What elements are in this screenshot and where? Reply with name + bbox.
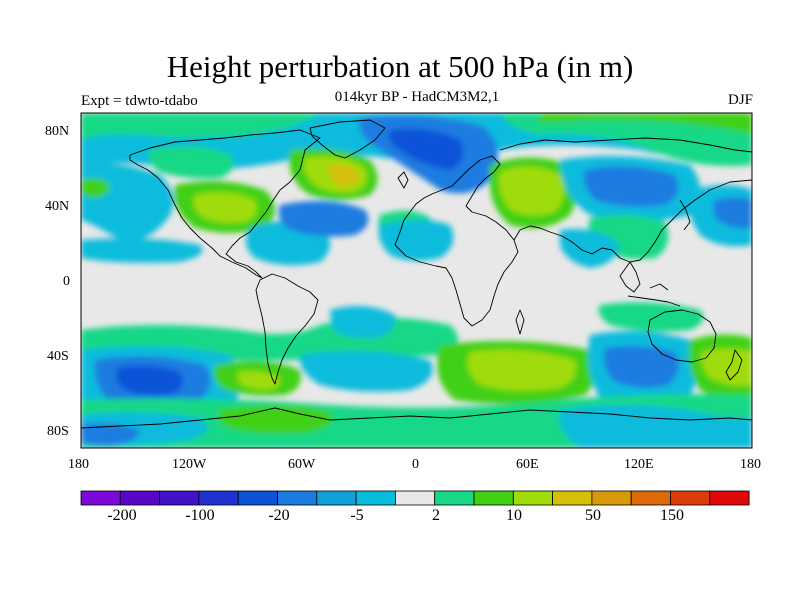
lat-tick-40s: 40S [47, 349, 69, 364]
lon-tick-60e: 60E [516, 457, 539, 472]
contour-cyan-pacific-eq [81, 238, 203, 263]
colorbar-label: 10 [506, 507, 522, 524]
contour-cyan-india [560, 229, 620, 268]
colorbar-swatch [355, 490, 396, 506]
lon-tick-180e: 180 [740, 457, 761, 472]
coast-antarctica [81, 407, 752, 429]
colorbar-swatch [159, 490, 200, 506]
height-field [81, 113, 752, 448]
contour-gold-greenland [328, 164, 360, 187]
contour-cyan-antarctic-e [559, 405, 752, 448]
contour-blue-antarctic-w [81, 423, 140, 446]
colorbar-swatch [316, 490, 357, 506]
coast-greenland [309, 119, 386, 159]
coast-indochina [619, 261, 641, 293]
colorbar-label: 2 [432, 507, 440, 524]
contour-green-arctic-lime [540, 113, 752, 135]
experiment-label: Expt = tdwto-tdabo [81, 93, 198, 109]
colorbar-swatch [198, 490, 239, 506]
colorbar-swatch [119, 490, 161, 506]
colorbar-label: 150 [660, 507, 684, 524]
colorbar-swatch [512, 490, 553, 506]
colorbar-label: 50 [585, 507, 601, 524]
colorbar-swatch [394, 490, 436, 506]
colorbar-label: -5 [350, 507, 364, 524]
contour-green-arctic-w [81, 113, 320, 140]
coast-new-zealand [725, 349, 743, 381]
contour-green-pacific-n [81, 178, 110, 198]
colorbar-swatch [277, 490, 318, 506]
colorbar [80, 490, 750, 506]
map-frame [80, 112, 753, 449]
contour-lime-namerica [193, 192, 258, 224]
contour-blue-s-indian-e [603, 345, 679, 388]
lat-tick-80n: 80N [45, 124, 70, 139]
colorbar-swatch [670, 490, 711, 506]
colorbar-label: -200 [107, 507, 137, 524]
chart-title: Height perturbation at 500 hPa (in m) [166, 49, 634, 84]
lat-tick-0: 0 [63, 274, 70, 289]
coast-japan [679, 199, 691, 231]
contour-lime-s-indian [467, 349, 576, 391]
coastlines [81, 119, 752, 429]
contour-green-sh-e [598, 302, 704, 332]
colorbar-swatch [709, 490, 750, 506]
colorbar-swatch [434, 490, 475, 506]
contour-darkblue-europe [388, 128, 464, 170]
lon-tick-180w: 180 [68, 457, 89, 472]
lat-tick-80s: 80S [47, 424, 69, 439]
colorbar-swatch [80, 490, 121, 506]
contour-lime-nz [701, 348, 752, 386]
contour-cyan-s-atlantic-w [330, 306, 396, 339]
coast-australia [647, 309, 717, 363]
contour-lime-antarctic [217, 405, 333, 434]
contour-lime-asia [498, 166, 564, 216]
contour-darkblue-sh-pacific [116, 365, 183, 396]
lon-tick-60w: 60W [288, 457, 316, 472]
coast-europe-africa [394, 155, 519, 327]
contour-cyan-s-atlantic [299, 351, 433, 392]
lon-tick-120w: 120W [172, 457, 207, 472]
season-label: DJF [727, 92, 753, 108]
map-plot-area [81, 113, 752, 448]
contour-blue-asia [583, 166, 679, 207]
contour-blue-pacific-ne [713, 197, 752, 229]
colorbar-label: -20 [268, 507, 290, 524]
colorbar-swatch [473, 490, 514, 506]
colorbar-swatch [552, 490, 593, 506]
coast-south-america [255, 273, 319, 385]
lon-tick-0: 0 [412, 457, 419, 472]
colorbar-swatch [237, 490, 278, 506]
coast-north-america [129, 129, 321, 279]
contour-cyan-africa-n [378, 220, 454, 261]
contour-blue-atlantic [278, 201, 369, 237]
chart-subtitle: 014kyr BP - HadCM3M2,1 [334, 89, 500, 105]
colorbar-swatch [630, 490, 671, 506]
coast-uk [397, 171, 409, 189]
contour-green-east-na [148, 146, 234, 179]
lon-tick-120e: 120E [624, 457, 654, 472]
colorbar-label: -100 [185, 507, 215, 524]
contour-lime-s-america [238, 370, 281, 390]
colorbar-swatch [591, 490, 632, 506]
coast-madagascar [515, 309, 525, 335]
coast-indonesia [627, 283, 681, 307]
coast-asia [499, 137, 752, 263]
lat-tick-40n: 40N [45, 199, 70, 214]
